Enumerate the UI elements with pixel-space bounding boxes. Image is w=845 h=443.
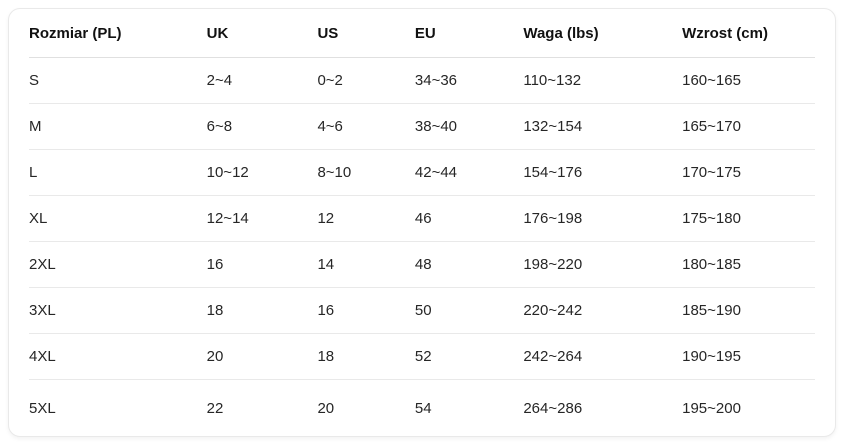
table-cell: 160~165 — [682, 57, 815, 104]
table-cell: 8~10 — [317, 149, 415, 196]
table-cell: 132~154 — [523, 103, 683, 150]
table-cell: 38~40 — [414, 103, 524, 150]
table-cell: 54 — [414, 399, 432, 417]
table-row: 5XL 22 20 54 264~286 195~200 — [29, 380, 815, 437]
table-body: S 2~4 0~2 34~36 110~132 160~165 M 6~8 4~6 38~40 13… — [29, 57, 815, 437]
table-row: 2XL 16 14 48 198~220 180~185 — [29, 241, 815, 288]
table-cell: 180~185 — [682, 241, 815, 288]
table-cell: 165~170 — [682, 103, 815, 150]
size-label-cell: L — [29, 149, 207, 196]
table-cell: 6~8 — [206, 103, 318, 150]
column-header-eu: EU — [414, 9, 524, 58]
table-cell: 18 — [317, 333, 415, 380]
table-cell: 195~200 — [682, 399, 741, 417]
table-cell: 185~190 — [682, 287, 815, 334]
table-cell: 198~220 — [523, 241, 683, 288]
table-row: 3XL 18 16 50 220~242 185~190 — [29, 287, 815, 334]
table-cell: 220~242 — [523, 287, 683, 334]
table-cell: 176~198 — [523, 195, 683, 242]
table-cell: 175~180 — [682, 195, 815, 242]
table-cell: 42~44 — [414, 149, 524, 196]
table-cell: 12 — [317, 195, 415, 242]
table-cell: 110~132 — [523, 57, 683, 104]
table-cell: 50 — [414, 287, 524, 334]
table-header: Rozmiar (PL) UK US EU Waga (lbs) Wzrost … — [29, 9, 815, 58]
table-row: L 10~12 8~10 42~44 154~176 170~175 — [29, 149, 815, 196]
column-header-rozmiar-pl: Rozmiar (PL) — [29, 9, 207, 58]
table-cell: 34~36 — [414, 57, 524, 104]
table-cell: 2~4 — [206, 57, 318, 104]
table-cell: 14 — [317, 241, 415, 288]
size-label-cell: 3XL — [29, 287, 207, 334]
table-cell: 20 — [206, 333, 318, 380]
size-label-cell: 2XL — [29, 241, 207, 288]
table-cell: 20 — [317, 399, 335, 417]
size-label-cell: 4XL — [29, 333, 207, 380]
table-cell: 0~2 — [317, 57, 415, 104]
table-cell: 190~195 — [682, 333, 815, 380]
table-cell: 48 — [414, 241, 524, 288]
column-header-waga-lbs: Waga (lbs) — [523, 9, 683, 58]
table-cell: 154~176 — [523, 149, 683, 196]
table-header-row: Rozmiar (PL) UK US EU Waga (lbs) Wzrost … — [29, 9, 815, 58]
table-cell: 170~175 — [682, 149, 815, 196]
table-row: 4XL 20 18 52 242~264 190~195 — [29, 333, 815, 380]
column-header-wzrost-cm: Wzrost (cm) — [682, 9, 815, 58]
table-cell: 16 — [317, 287, 415, 334]
column-header-uk: UK — [206, 9, 318, 58]
table-row: XL 12~14 12 46 176~198 175~180 — [29, 195, 815, 242]
column-header-us: US — [317, 9, 415, 58]
size-chart-card: Rozmiar (PL) UK US EU Waga (lbs) Wzrost … — [8, 8, 836, 437]
table-cell: 242~264 — [523, 333, 683, 380]
size-label-cell: M — [29, 103, 207, 150]
size-label-cell: 5XL — [29, 399, 56, 417]
table-row: S 2~4 0~2 34~36 110~132 160~165 — [29, 57, 815, 104]
table-cell: 12~14 — [206, 195, 318, 242]
table-cell: 16 — [206, 241, 318, 288]
size-label-cell: XL — [29, 195, 207, 242]
table-cell: 52 — [414, 333, 524, 380]
table-cell: 46 — [414, 195, 524, 242]
table-cell: 264~286 — [523, 399, 583, 417]
size-conversion-table: Rozmiar (PL) UK US EU Waga (lbs) Wzrost … — [29, 9, 815, 436]
table-row: M 6~8 4~6 38~40 132~154 165~170 — [29, 103, 815, 150]
table-cell: 4~6 — [317, 103, 415, 150]
table-cell: 10~12 — [206, 149, 318, 196]
table-cell: 22 — [206, 399, 224, 417]
table-cell: 18 — [206, 287, 318, 334]
size-label-cell: S — [29, 57, 207, 104]
